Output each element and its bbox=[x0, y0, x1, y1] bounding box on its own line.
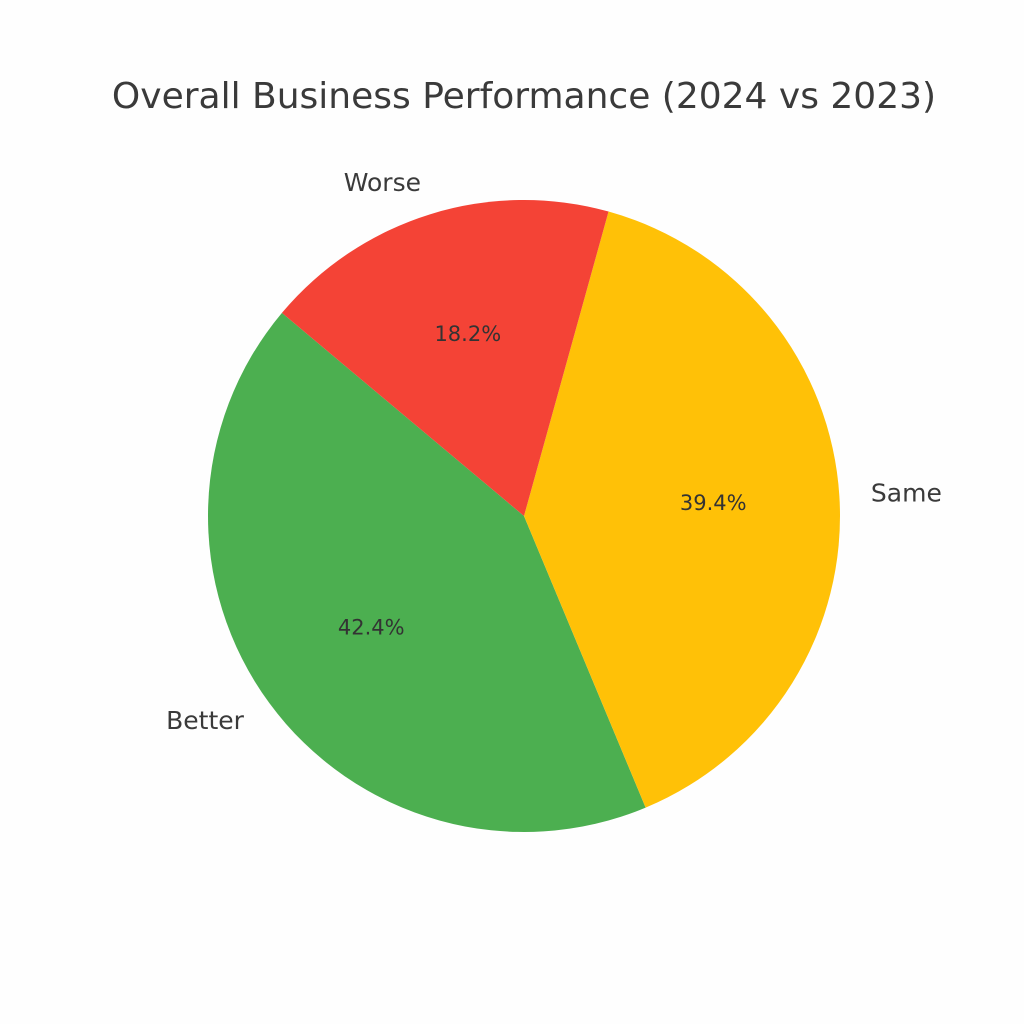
slice-percent-better: 42.4% bbox=[338, 615, 405, 639]
pie-slices bbox=[207, 200, 841, 833]
slice-percent-worse: 18.2% bbox=[434, 322, 501, 346]
pie-labels: Better 42.4% Same 39.4% Worse 18.2% bbox=[166, 168, 942, 735]
slice-label-better: Better bbox=[166, 706, 245, 735]
pie-slice-worse bbox=[281, 200, 609, 517]
slice-label-worse: Worse bbox=[344, 168, 421, 197]
chart-title: Overall Business Performance (2024 vs 20… bbox=[112, 76, 936, 117]
pie-slice-better bbox=[207, 312, 646, 833]
slice-percent-same: 39.4% bbox=[680, 491, 747, 515]
pie-slice-same bbox=[524, 211, 841, 808]
slice-label-same: Same bbox=[871, 478, 942, 507]
